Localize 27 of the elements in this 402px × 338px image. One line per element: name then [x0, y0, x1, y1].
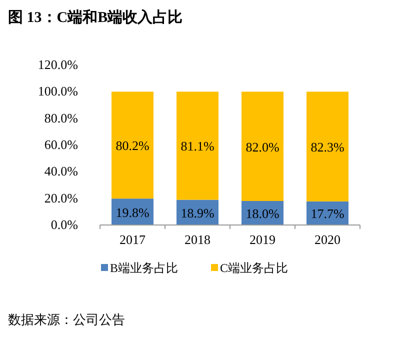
y-tick-label: 20.0% [44, 190, 78, 206]
data-label: 82.3% [310, 140, 344, 155]
y-tick-label: 120.0% [38, 57, 78, 72]
y-tick-label: 0.0% [50, 217, 78, 232]
data-label: 17.7% [310, 206, 344, 222]
data-label: 19.8% [116, 204, 150, 220]
data-label: 18.0% [246, 206, 280, 221]
data-label: 82.0% [246, 139, 280, 154]
legend-label: C端业务占比 [220, 261, 288, 275]
x-tick-label: 2017 [120, 232, 146, 247]
x-tick-label: 2019 [250, 232, 276, 247]
y-tick-label: 100.0% [38, 84, 78, 99]
y-tick-label: 60.0% [44, 137, 78, 152]
y-tick-label: 80.0% [44, 110, 78, 126]
legend-label: B端业务占比 [110, 261, 178, 275]
bar [242, 92, 284, 201]
y-tick-label: 40.0% [44, 164, 78, 179]
data-label: 80.2% [116, 138, 150, 154]
x-tick-label: 2018 [184, 232, 210, 247]
x-tick-label: 2020 [314, 232, 340, 247]
data-label: 18.9% [180, 205, 214, 220]
bar [176, 92, 218, 200]
bar [306, 92, 348, 202]
chart-title: 图 13：C端和B端收入占比 [8, 9, 183, 26]
bar [112, 92, 154, 199]
data-label: 81.1% [180, 138, 214, 154]
source-note: 数据来源：公司公告 [8, 312, 125, 327]
